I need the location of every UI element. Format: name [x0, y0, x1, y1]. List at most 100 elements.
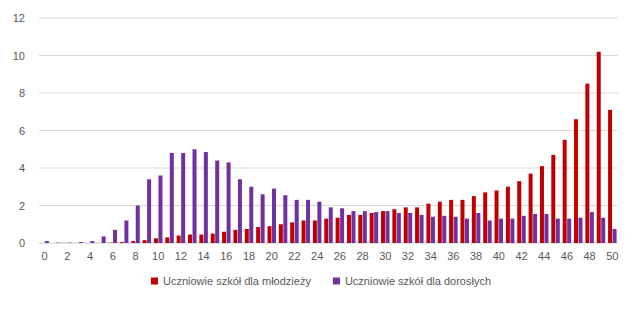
bar	[567, 219, 571, 243]
bar	[170, 153, 174, 243]
bar	[431, 217, 435, 243]
x-tick-label: 8	[132, 250, 138, 262]
bar	[204, 152, 208, 243]
x-tick-label: 50	[606, 250, 618, 262]
bar	[188, 235, 192, 243]
x-tick-label: 44	[538, 250, 550, 262]
bar	[147, 179, 151, 243]
bar	[522, 216, 526, 243]
x-tick-label: 28	[356, 250, 368, 262]
bar	[313, 221, 317, 244]
bar	[495, 191, 499, 244]
bar	[351, 211, 355, 243]
bar	[317, 202, 321, 243]
bar	[86, 243, 90, 244]
x-tick-label: 12	[175, 250, 187, 262]
bar	[74, 243, 78, 244]
y-tick-label: 6	[19, 125, 25, 137]
bar	[63, 243, 67, 244]
bar	[579, 218, 583, 243]
bar	[233, 230, 237, 243]
bar	[613, 229, 617, 243]
bar	[302, 221, 306, 244]
y-tick-label: 2	[19, 200, 25, 212]
bar	[563, 140, 567, 243]
bars	[45, 52, 617, 243]
bar	[199, 235, 203, 243]
grid	[39, 18, 618, 243]
bar	[238, 179, 242, 243]
bar	[143, 240, 147, 243]
bar	[256, 227, 260, 243]
bar	[397, 213, 401, 243]
bar	[306, 200, 310, 243]
x-tick-label: 30	[379, 250, 391, 262]
legend-swatch	[333, 278, 340, 285]
x-tick-label: 40	[493, 250, 505, 262]
bar	[442, 216, 446, 243]
bar	[181, 153, 185, 243]
y-tick-label: 10	[13, 50, 25, 62]
legend-swatch	[151, 278, 158, 285]
bar	[483, 192, 487, 243]
bar	[551, 155, 555, 243]
bar	[124, 221, 128, 244]
grid-line	[39, 18, 618, 19]
bar	[154, 238, 158, 243]
x-tick-label: 32	[402, 250, 414, 262]
bar	[290, 222, 294, 243]
bar	[40, 243, 44, 244]
bar	[102, 236, 106, 243]
bar	[574, 119, 578, 243]
x-tick-label: 18	[243, 250, 255, 262]
bar	[177, 236, 181, 244]
bar	[404, 207, 408, 243]
x-tick-label: 16	[220, 250, 232, 262]
bar	[465, 219, 469, 243]
x-tick-label: 22	[288, 250, 300, 262]
bar	[529, 174, 533, 243]
x-tick-label: 48	[583, 250, 595, 262]
bar	[136, 206, 140, 244]
bar	[472, 196, 476, 243]
bar	[109, 242, 113, 243]
bar	[295, 200, 299, 243]
bar	[68, 242, 72, 243]
bar	[449, 200, 453, 243]
bar	[131, 241, 135, 243]
bar	[211, 234, 215, 243]
bar	[392, 209, 396, 243]
bar	[540, 166, 544, 243]
x-tick-label: 36	[447, 250, 459, 262]
bar	[381, 211, 385, 243]
bar	[454, 217, 458, 243]
bar	[438, 202, 442, 243]
bar	[517, 181, 521, 243]
bar	[510, 219, 514, 243]
bar	[90, 241, 94, 243]
bar	[97, 243, 101, 244]
grid-line	[39, 168, 618, 169]
y-tick-label: 12	[13, 12, 25, 24]
bar	[544, 214, 548, 243]
bar	[120, 242, 124, 243]
x-tick-label: 26	[334, 250, 346, 262]
bar	[460, 200, 464, 243]
x-tick-label: 4	[87, 250, 93, 262]
bar	[52, 243, 56, 244]
y-tick-label: 0	[19, 237, 25, 249]
chart: 0246810120246810121416182022242628303234…	[0, 0, 642, 311]
bar	[590, 212, 594, 243]
bar	[261, 194, 265, 243]
y-tick-label: 8	[19, 87, 25, 99]
bar	[585, 84, 589, 243]
bar	[227, 162, 231, 243]
bar	[245, 229, 249, 243]
bar	[408, 213, 412, 243]
bar	[279, 224, 283, 243]
bar	[420, 215, 424, 243]
x-tick-label: 2	[64, 250, 70, 262]
bar	[45, 241, 49, 243]
bar	[340, 208, 344, 243]
bar	[347, 215, 351, 243]
